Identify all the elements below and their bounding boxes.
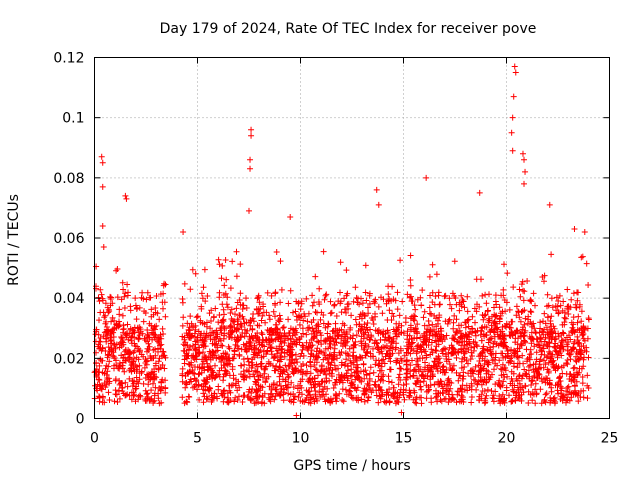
data-point	[512, 69, 519, 76]
data-point	[571, 225, 578, 232]
chart-title: Day 179 of 2024, Rate Of TEC Index for r…	[160, 21, 537, 37]
data-point	[546, 201, 553, 208]
x-tick-label: 0	[90, 431, 99, 447]
data-point	[248, 126, 255, 133]
y-tick-label: 0	[76, 412, 85, 428]
data-point	[247, 156, 254, 163]
x-tick-label: 20	[498, 431, 516, 447]
data-point	[508, 129, 515, 136]
y-tick-label: 0.1	[62, 111, 84, 127]
x-tick-label: 5	[193, 431, 202, 447]
x-tick-label: 25	[601, 431, 619, 447]
data-point	[521, 180, 528, 187]
data-point	[398, 409, 405, 416]
data-point	[581, 228, 588, 235]
data-point	[100, 244, 107, 251]
y-tick-label: 0.08	[53, 171, 84, 187]
data-point	[522, 168, 529, 175]
data-point	[511, 63, 518, 70]
data-point	[476, 189, 483, 196]
data-point	[246, 207, 252, 214]
data-point	[247, 165, 254, 172]
data-point	[99, 183, 106, 190]
y-tick-label: 0.04	[53, 291, 84, 307]
data-point	[519, 150, 526, 157]
data-point	[509, 147, 516, 154]
x-tick-label: 15	[395, 431, 413, 447]
data-point	[509, 114, 516, 121]
data-point	[287, 213, 294, 220]
data-point	[423, 174, 430, 181]
data-point	[375, 201, 382, 208]
data-point	[122, 192, 129, 199]
axis-ticks: 0 5 10 15 20 25 0 0.02 0.04 0.06 0.08 0.1 0.12	[53, 51, 618, 447]
data-point	[180, 228, 187, 235]
data-point	[521, 156, 528, 163]
x-axis-label: GPS time / hours	[293, 458, 410, 474]
x-tick-label: 10	[292, 431, 310, 447]
data-point	[99, 222, 106, 229]
data-point	[373, 186, 380, 193]
y-tick-label: 0.06	[53, 231, 84, 247]
data-point	[98, 153, 105, 160]
y-tick-label: 0.02	[53, 351, 84, 367]
data-point	[510, 93, 517, 100]
y-axis-label: ROTI / TECUs	[6, 194, 22, 286]
scatter-cloud	[91, 248, 592, 407]
y-tick-label: 0.12	[53, 51, 84, 67]
data-point	[293, 412, 300, 419]
data-points	[91, 63, 592, 419]
data-point	[99, 159, 106, 166]
data-point	[123, 195, 130, 202]
data-point	[248, 132, 255, 139]
